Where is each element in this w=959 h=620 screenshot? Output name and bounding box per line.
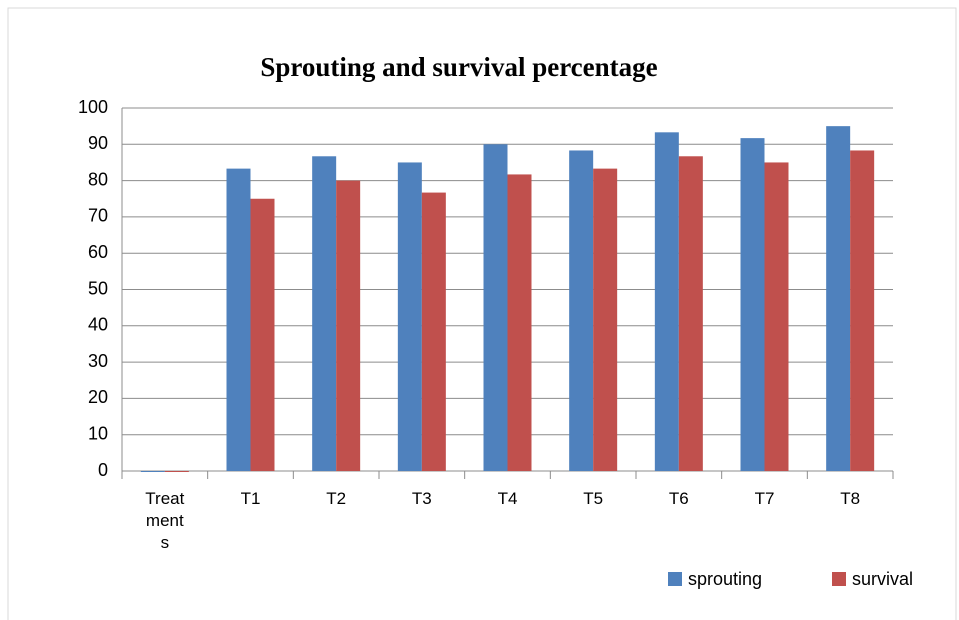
y-tick-label: 30 (88, 351, 108, 371)
bar (226, 168, 251, 471)
x-tick-label: T6 (668, 489, 689, 508)
bar (483, 144, 508, 472)
x-tick-label: T4 (497, 489, 518, 508)
y-tick-label: 40 (88, 315, 108, 335)
x-tick-label: Treatments (145, 489, 185, 552)
bar (764, 162, 789, 471)
y-tick-label: 70 (88, 206, 108, 226)
chart-title: Sprouting and survival percentage (260, 52, 657, 82)
bar (336, 180, 361, 471)
bar (826, 126, 851, 472)
bar (421, 192, 446, 472)
bar (740, 138, 765, 471)
bar (140, 471, 165, 472)
y-tick-label: 60 (88, 242, 108, 262)
bar (250, 198, 275, 471)
bar (397, 162, 422, 471)
bar (678, 156, 703, 472)
bar (593, 168, 618, 471)
x-tick-label: T7 (754, 489, 775, 508)
x-tick-label: T1 (240, 489, 261, 508)
bar (507, 174, 532, 471)
bar (164, 471, 189, 472)
bar (654, 132, 679, 472)
x-tick-label: T8 (840, 489, 861, 508)
legend-label: sprouting (688, 569, 762, 589)
x-tick-label: T2 (326, 489, 347, 508)
legend-swatch (668, 572, 682, 586)
x-tick-label: T3 (411, 489, 432, 508)
y-tick-label: 20 (88, 387, 108, 407)
y-tick-label: 0 (98, 460, 108, 480)
y-tick-label: 90 (88, 133, 108, 153)
bar (850, 150, 875, 471)
y-tick-label: 10 (88, 423, 108, 443)
x-tick-label: T5 (583, 489, 604, 508)
y-tick-label: 100 (78, 97, 108, 117)
y-tick-label: 50 (88, 278, 108, 298)
legend-swatch (832, 572, 846, 586)
bar (312, 156, 337, 472)
legend-label: survival (852, 569, 913, 589)
y-tick-label: 80 (88, 169, 108, 189)
bar (569, 150, 594, 471)
chart-border (7, 7, 957, 620)
